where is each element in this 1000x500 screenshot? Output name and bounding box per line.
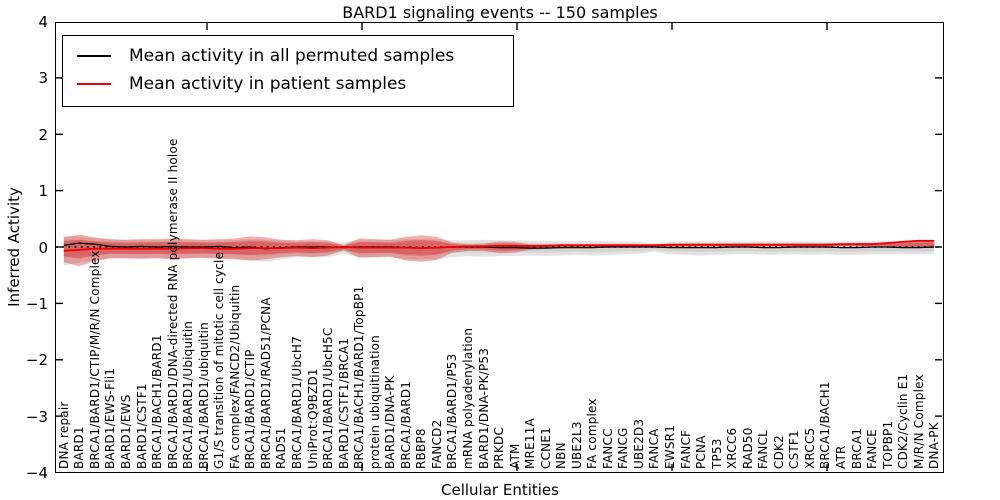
x-tick-label: BARD1/EWS <box>118 394 133 469</box>
x-tick-label: BARD1/CSTF1/BRCA1 <box>336 337 351 469</box>
x-tick-label: BRCA1/BARD1/RAD51/PCNA <box>258 297 273 469</box>
x-tick-label: BRCA1/BARD1 <box>398 380 413 469</box>
x-tick-label: XRCC5 <box>802 427 817 469</box>
x-tick-label: protein ubiquitination <box>367 335 382 469</box>
x-tick-label: DNA-PK <box>927 422 942 469</box>
x-tick-label: BRCA1/BARD1/UbcH5C <box>321 327 335 469</box>
x-tick-label: TP53 <box>709 438 724 469</box>
x-tick-label: BRCA1/BACH1/BARD1/TopBP1 <box>352 285 367 469</box>
x-tick-label: BARD1 <box>72 426 87 469</box>
x-tick-label: mRNA polyadenylation <box>460 327 475 469</box>
legend-entry-patient: Mean activity in patient samples <box>73 70 503 98</box>
x-tick-label: RAD51 <box>274 427 289 469</box>
patient-mean-line <box>63 239 935 252</box>
x-tick-label: XRCC6 <box>725 427 740 469</box>
x-tick-label: TOPBP1 <box>880 420 895 469</box>
permuted-line-icon <box>77 55 111 57</box>
chart-title: BARD1 signaling events -- 150 samples <box>342 3 658 22</box>
x-tick-label: PRKDC <box>492 426 506 469</box>
x-tick-label: CSTF1 <box>787 430 802 469</box>
x-tick-label: BRCA1/BARD1/Ubiquitin <box>181 320 196 469</box>
x-tick-label: UBE2D3 <box>631 418 646 469</box>
x-tick-label: BRCA1 <box>849 427 864 469</box>
x-tick-label: RAD50 <box>740 427 755 469</box>
x-tick-label: CDK2/Cyclin E1 <box>896 373 911 469</box>
legend: Mean activity in all permuted samples Me… <box>62 35 514 107</box>
y-tick-label: −1 <box>25 294 48 313</box>
permuted-band-area <box>63 235 935 266</box>
x-tick-label: BRCA1/BARD1/CTIP/M/R/N Complex <box>87 250 102 469</box>
x-tick-label: BRCA1/BARD1/UbcH7 <box>289 336 304 469</box>
x-tick-label: MRE11A <box>523 418 538 469</box>
x-tick-label: UBE2L3 <box>569 421 584 469</box>
x-tick-label: BRCA1/BACH1 <box>818 381 833 469</box>
x-tick-label: CDK2 <box>771 435 786 469</box>
y-tick-label: −4 <box>25 464 48 482</box>
x-tick-label: M/R/N Complex <box>911 374 926 469</box>
legend-label-patient: Mean activity in patient samples <box>129 74 407 94</box>
y-tick-label: −3 <box>25 407 48 426</box>
x-tick-label: RBBP8 <box>414 428 429 469</box>
x-tick-label: ATM <box>507 443 522 469</box>
x-tick-label: FANCA <box>647 428 662 469</box>
y-tick-label: 1 <box>38 182 48 201</box>
x-tick-label: BARD1/DNA-PK/P53 <box>476 347 491 469</box>
x-tick-label: DNA repair <box>56 401 71 469</box>
patient-line-icon <box>77 83 111 85</box>
x-tick-label: ATR <box>834 445 848 469</box>
legend-entry-permuted: Mean activity in all permuted samples <box>73 42 503 70</box>
patient-band-area <box>63 234 935 267</box>
y-tick-label: −2 <box>25 351 48 370</box>
x-tick-label: EWSR1 <box>663 424 677 469</box>
plot-area: DNA repair BARD1 BRCA1/BARD1/CTIP/M/R/N Co… <box>55 22 944 473</box>
y-tick-label: 3 <box>38 69 48 88</box>
x-tick-label: BRCA1/BARD1/ubiquitin <box>196 322 211 469</box>
x-tick-label: NBN <box>554 442 569 469</box>
x-tick-label: BRCA1/BACH1/BARD1 <box>150 334 164 469</box>
x-tick-label: UniProt:Q9BZD1 <box>305 368 320 469</box>
chart-canvas <box>56 23 942 471</box>
y-tick-label: 4 <box>38 13 48 31</box>
x-tick-label: PCNA <box>694 435 709 469</box>
y-tick-label: 0 <box>38 238 48 257</box>
x-tick-label: FA complex/FANCD2/Ubiquitin <box>227 284 242 469</box>
x-tick-label: FANCG <box>616 427 631 469</box>
x-tick-label: BRCA1/BARD1/DNA-directed RNA polymerase … <box>165 138 180 469</box>
x-tick-label: BARD1/EWS-Fli1 <box>103 367 118 469</box>
x-tick-label: FANCE <box>865 429 880 469</box>
x-tick-label: FANCC <box>600 428 615 469</box>
patient-band-core <box>63 239 935 259</box>
x-tick-label: FANCL <box>756 429 771 469</box>
x-tick-label: G1/S transition of mitotic cell cycle <box>212 251 227 469</box>
x-tick-label: FA complex <box>585 398 600 469</box>
x-tick-label: BRCA1/BARD1/P53 <box>445 353 460 469</box>
x-tick-label: BARD1/DNA-PK <box>383 375 398 469</box>
x-tick-label: FANCF <box>678 429 693 469</box>
x-tick-label: FANCD2 <box>429 419 444 469</box>
x-tick-label: BARD1/CSTF1 <box>134 383 149 469</box>
x-tick-label: BRCA1/BARD1/CTIP <box>243 349 258 469</box>
y-tick-label: 2 <box>38 125 48 144</box>
x-tick-label: CCNE1 <box>538 427 553 469</box>
x-axis-label: Cellular Entities <box>441 481 559 499</box>
legend-label-permuted: Mean activity in all permuted samples <box>129 46 455 66</box>
